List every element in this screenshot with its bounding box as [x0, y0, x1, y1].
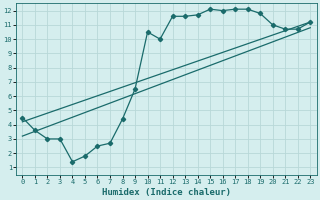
X-axis label: Humidex (Indice chaleur): Humidex (Indice chaleur)	[102, 188, 231, 197]
